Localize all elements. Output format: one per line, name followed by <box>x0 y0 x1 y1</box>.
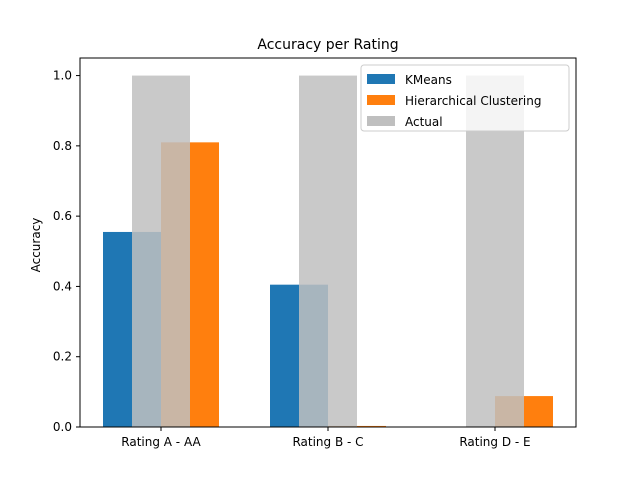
legend-label: Actual <box>405 115 443 129</box>
bars-layer <box>103 75 553 428</box>
x-tick-label: Rating A - AA <box>121 435 201 449</box>
legend-label: Hierarchical Clustering <box>405 94 541 108</box>
y-tick-label: 0.2 <box>53 350 72 364</box>
y-tick-label: 0.4 <box>53 279 72 293</box>
legend-label: KMeans <box>405 73 452 87</box>
bar-actual-1 <box>132 75 190 428</box>
y-axis-label: Accuracy <box>29 218 43 273</box>
y-tick-label: 1.0 <box>53 69 72 83</box>
y-tick-label: 0.0 <box>53 420 72 434</box>
chart-title: Accuracy per Rating <box>257 37 398 53</box>
legend-swatch <box>367 116 395 126</box>
x-tick-label: Rating B - C <box>292 435 363 449</box>
bar-actual-3 <box>466 75 524 428</box>
y-tick-label: 0.8 <box>53 139 72 153</box>
legend-box <box>360 64 570 132</box>
legend-swatch <box>367 95 395 105</box>
y-tick-label: 0.6 <box>53 209 72 223</box>
x-tick-label: Rating D - E <box>459 435 530 449</box>
legend-swatch <box>367 74 395 84</box>
axes: 0.0 0.2 0.4 0.6 0.8 1.0 Rating A - AA Rating B … <box>53 57 577 449</box>
bar-actual-2 <box>299 75 357 428</box>
legend: KMeans Hierarchical Clustering Actual <box>360 64 570 132</box>
